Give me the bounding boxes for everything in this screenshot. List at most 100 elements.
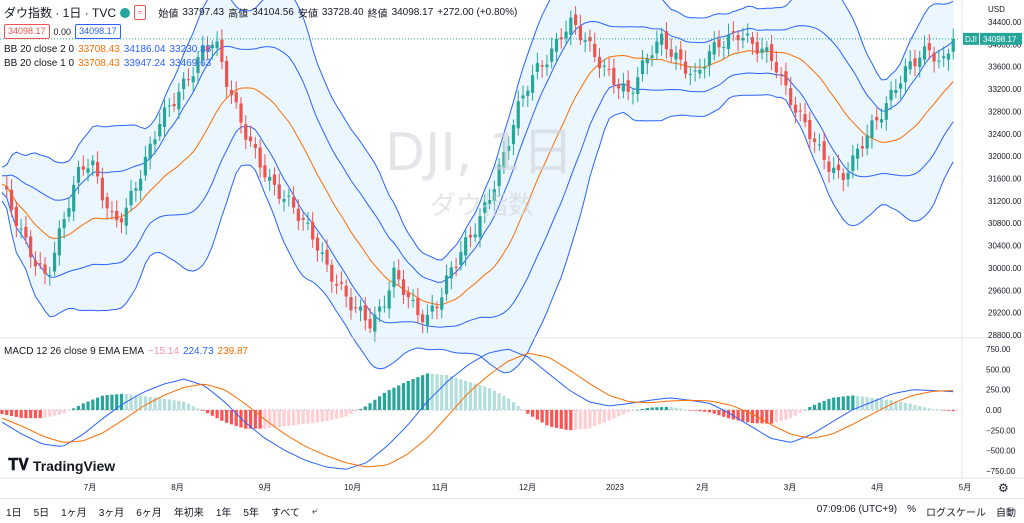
bb1-label: BB 20 close 2 0 [4, 44, 75, 55]
buy-button[interactable]: 34098.17 [75, 24, 121, 39]
candle [134, 181, 138, 202]
candle [755, 32, 759, 63]
auto-scale-toggle[interactable]: 自動 [996, 507, 1016, 519]
range-ytd[interactable]: 年初来 [173, 507, 204, 519]
candle [574, 6, 578, 35]
candle [602, 58, 606, 77]
range-1d[interactable]: 1日 [6, 507, 22, 519]
bb2-legend[interactable]: BB 20 close 1 0 33708.43 33947.24 33469.… [4, 58, 211, 69]
candle [703, 58, 707, 79]
range-1m[interactable]: 1ヶ月 [61, 507, 87, 519]
candle [492, 180, 496, 211]
macd-hist-bar [574, 410, 578, 430]
macd-hist-bar [822, 400, 826, 410]
candle [105, 192, 109, 220]
market-status-icon [120, 7, 131, 18]
chart-canvas[interactable]: USD34400.0034000.0033600.0033200.0032800… [0, 0, 1024, 498]
candle [67, 197, 71, 223]
candle [932, 46, 936, 73]
symbol-header: ダウ指数 · 1日 · TVC ≈ 始値 33797.43 高値 34104.5… [4, 4, 517, 21]
candle [454, 257, 458, 277]
macd-hist-bar [406, 380, 410, 410]
macd-hist-bar [272, 410, 277, 428]
macd-hist-bar [564, 410, 568, 430]
candle [358, 299, 363, 322]
candle [115, 200, 119, 228]
macd-hist-bar [569, 410, 573, 431]
macd-hist-bar [894, 400, 898, 410]
percent-toggle[interactable]: % [907, 503, 916, 515]
macd-hist-bar [698, 410, 702, 412]
candle [86, 158, 90, 182]
macd-hist-bar [779, 410, 783, 421]
range-6m[interactable]: 6ヶ月 [136, 507, 162, 519]
candle [621, 72, 625, 99]
candle [464, 230, 468, 267]
macd-hist-bar [875, 398, 879, 410]
macd-hist-bar [951, 410, 955, 412]
macd-hist-bar [631, 410, 635, 411]
time-tick: 3月 [784, 483, 796, 492]
candle [311, 211, 315, 248]
macd-hist-bar [177, 401, 181, 410]
range-all[interactable]: すべて [270, 507, 300, 519]
bb1-legend[interactable]: BB 20 close 2 0 33708.43 34186.04 33230.… [4, 44, 211, 55]
macd-line [1, 348, 954, 470]
pattern-icon[interactable]: ≈ [134, 5, 147, 20]
candle [674, 45, 678, 71]
macd-hist-bar [774, 410, 778, 423]
macd-hist-bar [559, 410, 563, 429]
macd-hist-bar [535, 410, 539, 420]
macd-hist-bar [937, 409, 941, 411]
range-1y[interactable]: 1年 [215, 507, 232, 519]
macd-hist-bar [387, 390, 391, 410]
macd-hist-bar [29, 410, 33, 419]
macd-hist-bar [72, 408, 76, 410]
price-tick: 32000.00 [988, 152, 1022, 161]
candle [951, 28, 955, 60]
macd-hist-bar [884, 399, 888, 410]
macd-hist-bar [870, 397, 874, 410]
range-5d[interactable]: 5日 [33, 507, 50, 519]
candle [530, 64, 535, 101]
macd-hist-bar [52, 410, 57, 416]
macd-hist-bar [325, 410, 329, 422]
macd-hist-bar [827, 398, 831, 410]
macd-hist-bar [946, 410, 951, 411]
clock[interactable]: 07:09:06 (UTC+9) [816, 503, 898, 515]
candle [822, 132, 826, 170]
axes: USD34400.0034000.0033600.0033200.0032800… [0, 0, 1024, 495]
symbol-title[interactable]: ダウ指数 · 1日 · TVC [4, 6, 117, 20]
macd-hist-bar [335, 410, 339, 419]
macd-hist-bar [401, 383, 406, 410]
macd-hist-bar [234, 410, 238, 426]
macd-tick: −250.00 [986, 426, 1016, 435]
candle [277, 173, 281, 205]
macd-hist-bar [363, 406, 367, 410]
candle [143, 145, 147, 181]
macd-hist-bar [769, 410, 774, 424]
candle [129, 179, 133, 212]
candle [569, 10, 573, 46]
macd-hist-bar [167, 399, 171, 410]
time-tick: 9月 [259, 483, 271, 492]
macd-hist-bar [922, 407, 927, 410]
candle [158, 112, 162, 141]
candle [793, 96, 798, 124]
candle [655, 30, 659, 61]
range-5y[interactable]: 5年 [243, 507, 259, 519]
sell-button[interactable]: 34098.17 [4, 24, 50, 39]
tradingview-logo[interactable]: 𝐓𝐕 TradingView [8, 457, 115, 475]
candle [650, 45, 654, 67]
candle [693, 62, 697, 82]
tradingview-logo-icon: 𝐓𝐕 [8, 457, 29, 474]
macd-hist-bar [444, 375, 449, 410]
candle [354, 296, 358, 313]
macd-hist-bar [0, 410, 4, 415]
goto-date-icon[interactable]: ⤶ [311, 505, 318, 517]
macd-legend[interactable]: MACD 12 26 close 9 EMA EMA −15.14 224.73… [4, 346, 248, 357]
log-scale-toggle[interactable]: ログスケール [926, 507, 986, 519]
spread-value: 0.00 [53, 26, 72, 37]
macd-tick: −500.00 [986, 447, 1016, 456]
range-3m[interactable]: 3ヶ月 [98, 507, 125, 519]
